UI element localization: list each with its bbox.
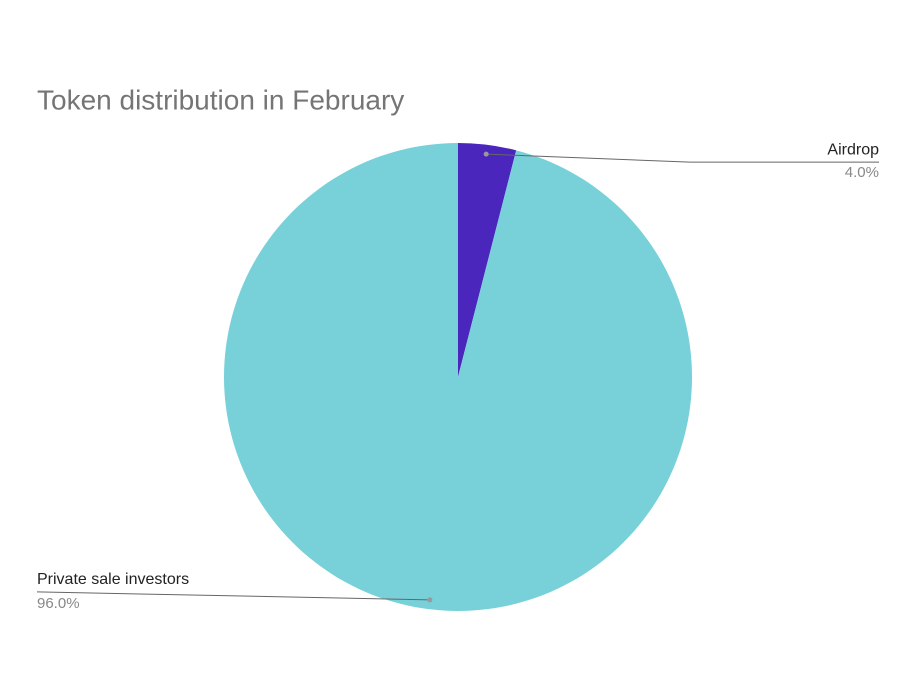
leader-line — [486, 153, 879, 163]
slice-label: Airdrop — [827, 141, 879, 158]
leader-line — [36, 591, 430, 601]
slice-value-label: 96.0% — [37, 595, 80, 612]
leader-dot — [483, 151, 489, 157]
slice-value-label: 4.0% — [845, 164, 879, 181]
slice-label: Private sale investors — [37, 571, 189, 588]
leader-dot — [427, 597, 433, 603]
pie-slice — [458, 143, 517, 377]
pie-slice — [224, 143, 693, 611]
chart-title: Token distribution in February — [37, 84, 404, 115]
